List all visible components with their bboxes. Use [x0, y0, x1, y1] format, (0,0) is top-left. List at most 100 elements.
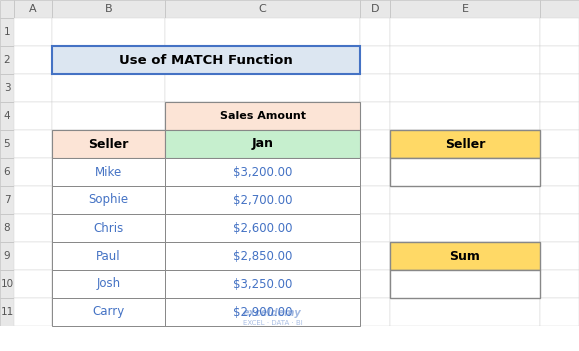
Bar — [52, 270, 165, 298]
Bar — [0, 102, 14, 130]
Bar — [390, 74, 540, 102]
Bar — [52, 130, 165, 158]
Bar — [14, 102, 52, 130]
Bar — [360, 130, 390, 158]
Bar — [0, 186, 14, 214]
Bar — [165, 214, 360, 242]
Text: Josh: Josh — [97, 278, 120, 291]
Text: A: A — [29, 4, 37, 14]
Bar — [14, 0, 52, 18]
Text: $2,850.00: $2,850.00 — [233, 250, 292, 263]
Bar — [390, 298, 540, 326]
Bar — [390, 102, 540, 130]
Bar — [52, 298, 165, 326]
Text: 9: 9 — [3, 251, 10, 261]
Text: 7: 7 — [3, 195, 10, 205]
Bar — [390, 130, 540, 158]
Bar — [540, 298, 579, 326]
Text: 6: 6 — [3, 167, 10, 177]
Bar — [540, 74, 579, 102]
Bar — [165, 242, 360, 270]
Bar — [14, 298, 52, 326]
Text: 2: 2 — [3, 55, 10, 65]
Bar — [52, 214, 165, 242]
Bar — [390, 242, 540, 270]
Bar — [540, 158, 579, 186]
Bar — [0, 326, 579, 351]
Text: E: E — [461, 4, 468, 14]
Text: C: C — [259, 4, 266, 14]
Bar — [165, 0, 360, 18]
Bar — [165, 270, 360, 298]
Bar — [165, 242, 360, 270]
Text: $2,700.00: $2,700.00 — [233, 193, 292, 206]
Bar — [14, 18, 52, 46]
Bar — [14, 158, 52, 186]
Bar — [14, 46, 52, 74]
Bar — [390, 158, 540, 186]
Text: Sophie: Sophie — [89, 193, 129, 206]
Text: B: B — [105, 4, 112, 14]
Bar — [0, 46, 14, 74]
Bar — [390, 186, 540, 214]
Text: Sum: Sum — [449, 250, 481, 263]
Bar — [165, 214, 360, 242]
Bar — [52, 46, 360, 74]
Text: 4: 4 — [3, 111, 10, 121]
Bar — [360, 242, 390, 270]
Text: 5: 5 — [3, 139, 10, 149]
Bar — [165, 186, 360, 214]
Bar — [0, 270, 14, 298]
Text: Jan: Jan — [251, 138, 273, 151]
Bar — [390, 0, 540, 18]
Text: Mike: Mike — [95, 166, 122, 179]
Bar — [0, 74, 14, 102]
Bar — [165, 74, 360, 102]
Text: 8: 8 — [3, 223, 10, 233]
Bar — [540, 270, 579, 298]
Text: EXCEL · DATA · BI: EXCEL · DATA · BI — [243, 320, 302, 326]
Bar — [52, 74, 165, 102]
Bar — [540, 0, 579, 18]
Text: Paul: Paul — [96, 250, 121, 263]
Bar — [390, 46, 540, 74]
Bar — [14, 186, 52, 214]
Text: Carry: Carry — [93, 305, 124, 318]
Bar — [360, 298, 390, 326]
Bar — [165, 102, 360, 130]
Bar — [0, 130, 14, 158]
Bar — [165, 270, 360, 298]
Bar — [165, 18, 360, 46]
Bar — [52, 102, 165, 130]
Bar — [165, 130, 360, 158]
Bar — [52, 158, 165, 186]
Bar — [14, 214, 52, 242]
Text: Use of MATCH Function: Use of MATCH Function — [119, 53, 293, 66]
Bar — [360, 74, 390, 102]
Text: Seller: Seller — [89, 138, 129, 151]
Bar — [0, 214, 14, 242]
Bar — [0, 242, 14, 270]
Bar — [165, 186, 360, 214]
Bar — [360, 0, 390, 18]
Bar — [390, 270, 540, 298]
Bar — [52, 0, 165, 18]
Bar — [540, 130, 579, 158]
Bar — [390, 158, 540, 186]
Text: Seller: Seller — [445, 138, 485, 151]
Bar — [52, 298, 165, 326]
Bar — [0, 0, 14, 18]
Bar — [360, 214, 390, 242]
Bar — [0, 158, 14, 186]
Bar — [165, 102, 360, 130]
Text: Sales Amount: Sales Amount — [219, 111, 306, 121]
Text: $3,200.00: $3,200.00 — [233, 166, 292, 179]
Bar — [165, 46, 360, 74]
Text: 1: 1 — [3, 27, 10, 37]
Bar — [165, 298, 360, 326]
Bar — [360, 186, 390, 214]
Bar — [52, 130, 165, 158]
Bar — [360, 46, 390, 74]
Bar — [14, 242, 52, 270]
Bar — [52, 18, 165, 46]
